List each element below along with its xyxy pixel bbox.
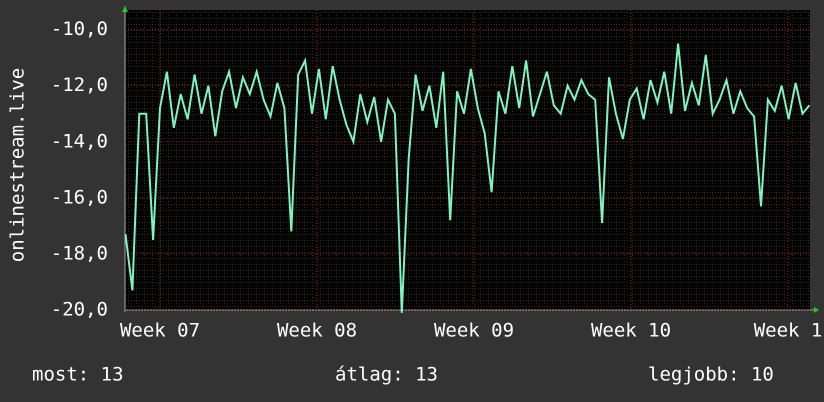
x-tick-label: Week 10	[591, 320, 671, 342]
x-tick-label: Week 08	[277, 320, 357, 342]
x-tick-label: Week 09	[434, 320, 514, 342]
stat-best: legjobb: 10	[648, 364, 774, 386]
y-tick-label: -12,0	[51, 74, 108, 96]
x-tick-label: Week 07	[120, 320, 200, 342]
stat-current: most: 13	[32, 364, 124, 386]
x-arrow	[814, 307, 819, 313]
stat-average: átlag: 13	[335, 364, 438, 386]
plot-area	[125, 10, 810, 310]
y-tick-label: -20,0	[51, 299, 108, 321]
y-tick-label: -16,0	[51, 186, 108, 208]
data-line	[124, 43, 811, 313]
y-tick-label: -10,0	[51, 18, 108, 40]
x-tick-label: Week 1	[754, 320, 823, 342]
y-axis-title: onlinestream.live	[7, 68, 29, 262]
y-tick-label: -18,0	[51, 242, 108, 264]
y-tick-label: -14,0	[51, 130, 108, 152]
y-arrow	[122, 6, 128, 12]
